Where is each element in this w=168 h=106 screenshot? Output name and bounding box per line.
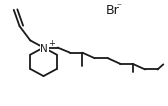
Text: N: N	[40, 44, 48, 54]
Text: Br: Br	[106, 4, 119, 17]
Text: +: +	[48, 39, 55, 48]
Text: ⁻: ⁻	[116, 2, 121, 12]
